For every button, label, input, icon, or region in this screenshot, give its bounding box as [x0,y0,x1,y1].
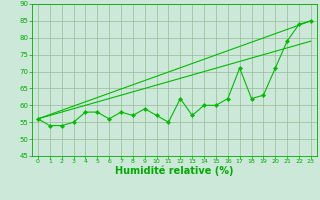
X-axis label: Humidité relative (%): Humidité relative (%) [115,166,234,176]
